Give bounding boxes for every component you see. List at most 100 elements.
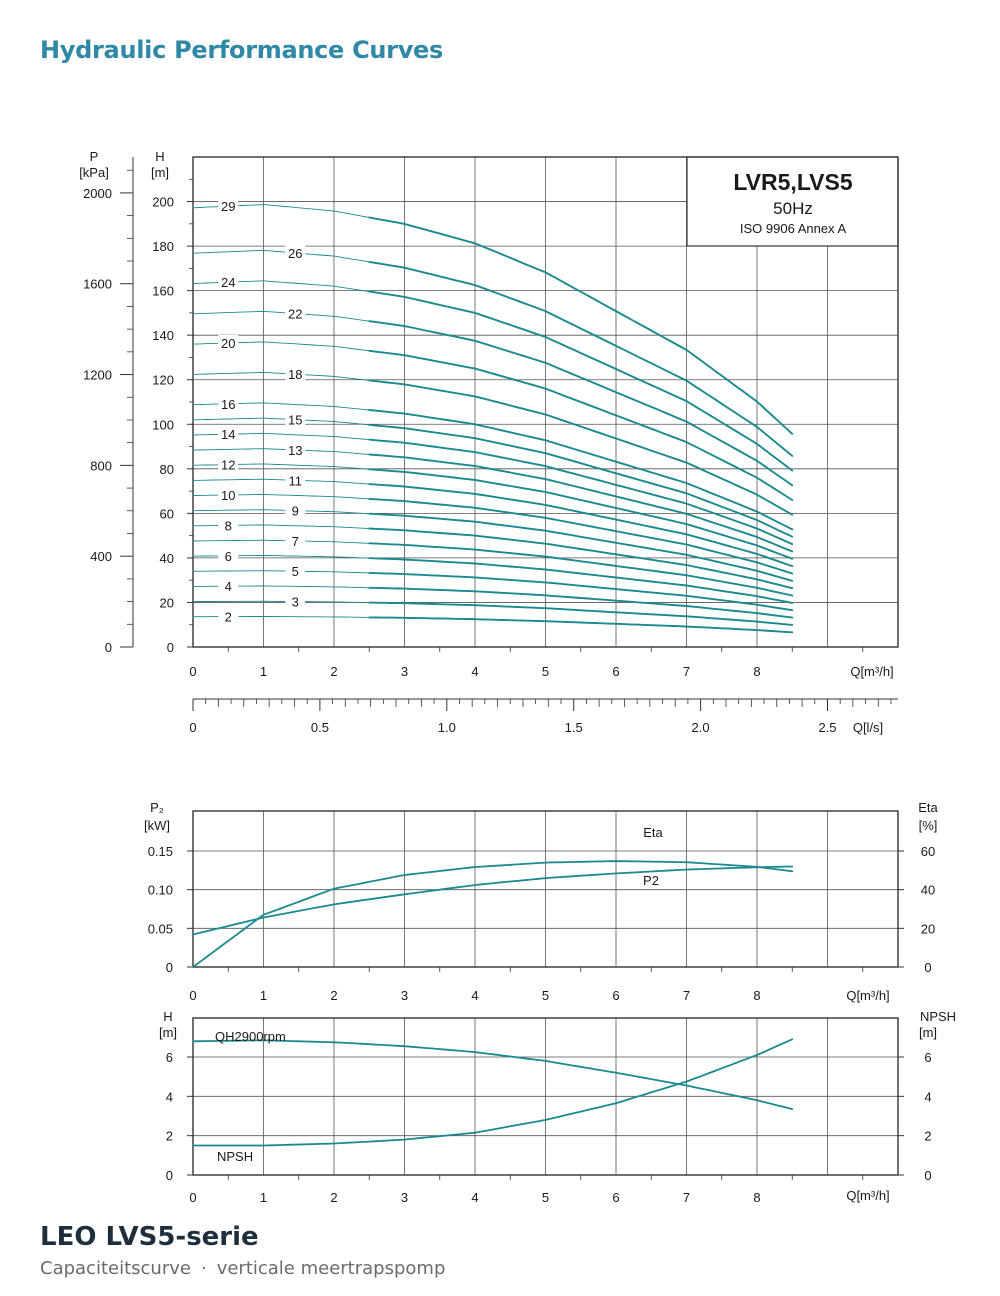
eta-axis-tick-label: 40 (921, 883, 935, 898)
eta-axis-tick-label: 0 (924, 960, 931, 975)
stage-label-bg (218, 578, 239, 594)
stage-label: 3 (292, 595, 299, 610)
stage-label-bg (285, 244, 306, 260)
stage-curve (368, 349, 794, 501)
h-axis-tick-label: 200 (152, 195, 174, 210)
stage-curve (368, 497, 794, 575)
stage-curve (368, 409, 794, 531)
stage-label-bg (218, 547, 239, 563)
p2eta-x-tick-label: 2 (330, 988, 337, 1003)
npsh-axis-tick-label: 6 (924, 1050, 931, 1065)
stage-label: 4 (225, 579, 232, 594)
h-axis-label: H (155, 149, 164, 164)
h-axis-tick-label: 180 (152, 239, 174, 254)
eta-axis-unit: [%] (919, 818, 938, 833)
hnpsh-x-tick-label: 1 (260, 1190, 267, 1205)
stage-label-bg (285, 305, 306, 321)
x-axis-tick-label: 1 (260, 664, 267, 679)
npsh-curve (192, 1038, 794, 1147)
ls-axis-tick-label: 2.5 (818, 720, 836, 735)
hnpsh-x-tick-label: 3 (401, 1190, 408, 1205)
stage-curve (368, 512, 794, 582)
stage-label: 24 (221, 275, 235, 290)
stage-curve-thin (192, 570, 370, 574)
x-axis-label: Q[m³/h] (850, 664, 893, 679)
p-axis-tick-label: 400 (90, 549, 112, 564)
npsh-axis-label: NPSH (920, 1009, 956, 1024)
p-axis-tick-label: 1600 (83, 277, 112, 292)
hnpsh-x-tick-label: 7 (683, 1190, 690, 1205)
p2-curve (192, 865, 794, 936)
stage-curve-thin (192, 539, 370, 544)
stage-curve (368, 557, 794, 604)
qh-2900rpm-curve (192, 1039, 794, 1110)
ls-axis-tick-label: 1.5 (565, 720, 583, 735)
stage-label-bg (285, 411, 306, 427)
h3-axis-tick-label: 0 (166, 1168, 173, 1183)
stage-label: 26 (288, 246, 302, 261)
stage-label: 20 (221, 336, 235, 351)
stage-label: 9 (292, 504, 299, 519)
hnpsh-x-tick-label: 2 (330, 1190, 337, 1205)
p-axis-tick-label: 2000 (83, 186, 112, 201)
stage-curve (368, 453, 794, 553)
npsh-axis-tick-label: 0 (924, 1168, 931, 1183)
stage-label: 12 (221, 458, 235, 473)
h3-axis-label: H (163, 1009, 172, 1024)
p2-axis-tick-label: 0.15 (148, 844, 173, 859)
legend-box (686, 156, 899, 247)
stage-curve (368, 586, 794, 619)
h-axis-tick-label: 60 (160, 506, 174, 521)
stage-label: 2 (225, 610, 232, 625)
h-axis-tick-label: 40 (160, 551, 174, 566)
stage-curve (368, 468, 794, 560)
stage-label-bg (218, 486, 239, 502)
stage-curve-thin (192, 478, 370, 485)
stage-curve-thin (192, 417, 370, 426)
h3-axis-tick-label: 2 (166, 1129, 173, 1144)
npsh-curve-label: NPSH (217, 1149, 253, 1164)
stage-curve-thin (192, 509, 370, 515)
stage-label-bg (285, 366, 306, 382)
stage-label-bg (285, 502, 306, 518)
p2eta-x-tick-label: 8 (753, 988, 760, 1003)
stage-label-bg (218, 608, 239, 624)
stage-label-bg (285, 472, 306, 488)
stage-curve (368, 483, 794, 568)
h3-axis-tick-label: 6 (166, 1050, 173, 1065)
p2eta-x-axis-label: Q[m³/h] (846, 988, 889, 1003)
p-axis-label: P (90, 149, 99, 164)
stage-curve (368, 379, 794, 516)
stage-curve-thin (192, 371, 370, 381)
stage-label-bg (218, 517, 239, 533)
legend-frequency: 50Hz (773, 199, 813, 218)
stage-curve (368, 527, 794, 590)
eta-curve (192, 860, 794, 968)
npsh-axis-tick-label: 2 (924, 1129, 931, 1144)
x-axis-tick-label: 2 (330, 664, 337, 679)
stage-label: 13 (288, 443, 302, 458)
stage-curve (368, 423, 794, 538)
stage-curve (368, 438, 794, 546)
p2eta-x-tick-label: 6 (612, 988, 619, 1003)
stage-label-bg (218, 426, 239, 442)
p-axis-tick-label: 0 (105, 640, 112, 655)
eta-curve-label: Eta (643, 825, 663, 840)
p2-curve-label: P2 (643, 873, 659, 888)
stage-label: 18 (288, 367, 302, 382)
x-axis-tick-label: 3 (401, 664, 408, 679)
legend-standard: ISO 9906 Annex A (740, 221, 847, 236)
qh-2900rpm-label: QH2900rpm (215, 1029, 286, 1044)
hnpsh-x-tick-label: 0 (189, 1190, 196, 1205)
stage-curve (368, 571, 794, 612)
stage-label-bg (218, 456, 239, 472)
p2eta-x-tick-label: 4 (471, 988, 478, 1003)
eta-axis-label: Eta (918, 800, 938, 815)
page-title: Hydraulic Performance Curves (40, 36, 444, 64)
p2-axis-label: P₂ (150, 800, 164, 815)
npsh-axis-unit: [m] (919, 1025, 937, 1040)
stage-label: 29 (221, 199, 235, 214)
stage-curve-thin (192, 249, 370, 263)
x-axis-tick-label: 7 (683, 664, 690, 679)
